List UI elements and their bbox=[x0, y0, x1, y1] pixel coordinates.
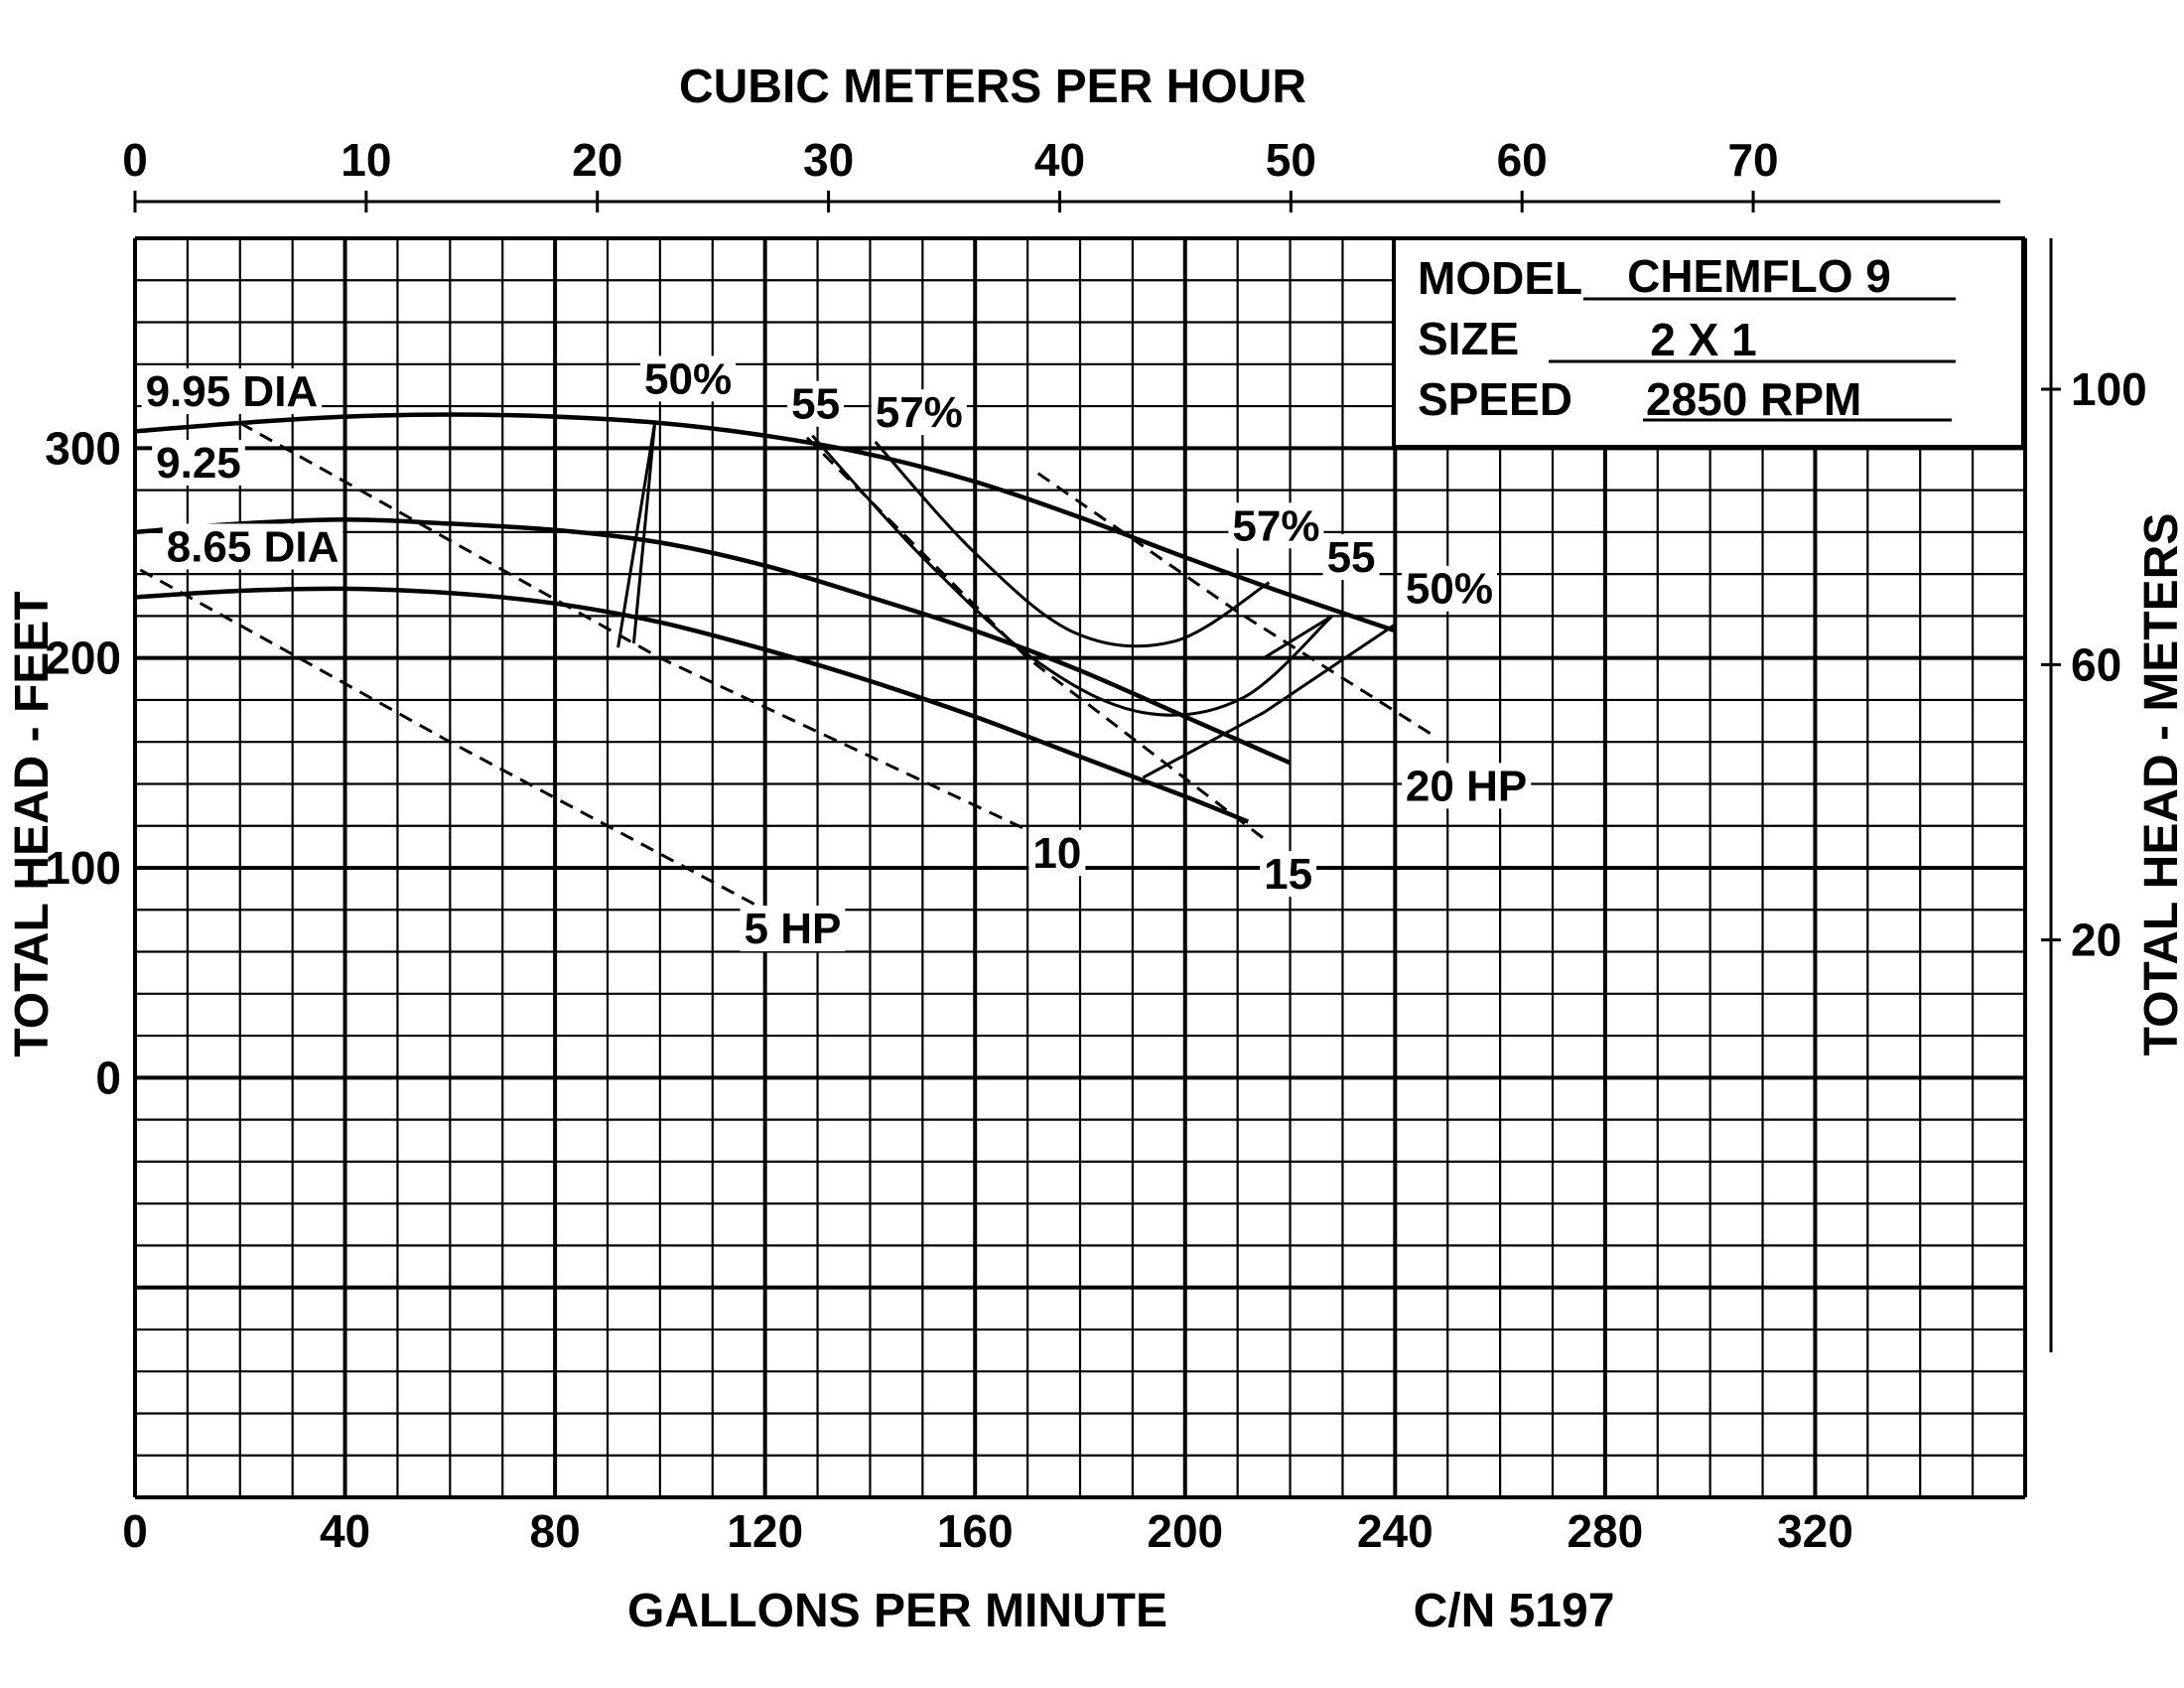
efficiency-curve bbox=[874, 440, 1271, 648]
label-eff-55-right: 55 bbox=[1327, 533, 1376, 582]
bottom-tick-label: 280 bbox=[1568, 1505, 1644, 1557]
model-value: CHEMFLO 9 bbox=[1627, 250, 1891, 302]
efficiency-curve bbox=[811, 434, 1333, 717]
bottom-tick-label: 320 bbox=[1777, 1505, 1853, 1557]
top-tick-label: 0 bbox=[122, 134, 148, 186]
label-eff-57-left: 57% bbox=[876, 388, 963, 437]
right-tick-label: 60 bbox=[2071, 638, 2121, 690]
label-5-hp-background bbox=[740, 906, 846, 952]
efficiency-curve bbox=[616, 422, 657, 648]
bottom-tick-label: 240 bbox=[1357, 1505, 1433, 1557]
label-eff-55-left-background bbox=[787, 380, 845, 427]
label-eff-50-right: 50% bbox=[1406, 565, 1493, 614]
label-eff-50-left: 50% bbox=[644, 354, 732, 403]
left-tick-label: 200 bbox=[45, 633, 121, 684]
label-eff-57-left-background bbox=[871, 389, 967, 436]
label-15-hp: 15 bbox=[1264, 850, 1312, 899]
bottom-tick-label: 0 bbox=[122, 1505, 148, 1557]
left-tick-label: 300 bbox=[45, 422, 121, 474]
label-8-65-dia-background bbox=[162, 523, 343, 570]
info-box-frame bbox=[1392, 236, 2025, 449]
bottom-tick-label: 80 bbox=[530, 1505, 581, 1557]
top-axis-title: CUBIC METERS PER HOUR bbox=[679, 61, 1306, 113]
left-axis-ticks: 300 200 100 0 bbox=[45, 422, 121, 1103]
info-box: MODEL CHEMFLO 9 SIZE 2 X 1 SPEED 2850 RP… bbox=[1392, 236, 2025, 449]
top-tick-label: 70 bbox=[1727, 134, 1778, 186]
label-eff-55-left: 55 bbox=[791, 380, 840, 429]
top-tick-label: 10 bbox=[341, 134, 391, 186]
label-10-hp-background bbox=[1028, 830, 1086, 876]
right-tick-label: 100 bbox=[2071, 363, 2147, 415]
head-curve bbox=[134, 516, 1292, 766]
power-curve bbox=[139, 568, 766, 912]
label-5-hp: 5 HP bbox=[745, 905, 842, 953]
label-9-25: 9.25 bbox=[156, 439, 241, 488]
label-9-25-background bbox=[152, 439, 245, 486]
label-eff-50-left-background bbox=[640, 355, 737, 402]
right-axis-title: TOTAL HEAD - METERS bbox=[2135, 513, 2184, 1056]
head-curve bbox=[134, 412, 1397, 633]
bottom-tick-label: 40 bbox=[320, 1505, 370, 1557]
efficiency-curve bbox=[1263, 615, 1333, 659]
speed-value: 2850 RPM bbox=[1646, 373, 1861, 425]
power-curve bbox=[805, 436, 1271, 844]
top-tick-label: 60 bbox=[1497, 134, 1548, 186]
bottom-axis-ticks: 0 40 80 120 160 200 240 280 320 bbox=[122, 1505, 1853, 1557]
label-15-hp-background bbox=[1260, 851, 1317, 898]
left-tick-label: 100 bbox=[45, 842, 121, 894]
label-9-95-dia-background bbox=[141, 368, 323, 415]
label-eff-50-right-background bbox=[1401, 565, 1497, 612]
label-10-hp: 10 bbox=[1032, 829, 1081, 878]
size-label: SIZE bbox=[1418, 313, 1519, 364]
chart-curves bbox=[134, 412, 1438, 912]
label-20-hp-background bbox=[1401, 763, 1532, 809]
power-curve bbox=[239, 421, 1028, 832]
right-axis-ticks: 100 60 20 bbox=[2041, 363, 2147, 966]
bottom-tick-label: 120 bbox=[727, 1505, 803, 1557]
right-tick-label: 20 bbox=[2071, 914, 2121, 966]
top-axis-ticks: 0 10 20 30 40 50 60 70 bbox=[122, 134, 1779, 212]
top-tick-label: 50 bbox=[1266, 134, 1316, 186]
left-tick-label: 0 bbox=[95, 1052, 121, 1103]
catalog-number: C/N 5197 bbox=[1414, 1585, 1615, 1637]
size-value: 2 X 1 bbox=[1650, 314, 1756, 365]
bottom-tick-label: 160 bbox=[937, 1505, 1014, 1557]
top-tick-label: 20 bbox=[572, 134, 622, 186]
left-axis-title: TOTAL HEAD - FEET bbox=[6, 591, 59, 1056]
label-eff-57-right: 57% bbox=[1232, 501, 1319, 550]
top-tick-label: 40 bbox=[1034, 134, 1085, 186]
speed-label: SPEED bbox=[1418, 373, 1572, 425]
label-8-65-dia: 8.65 DIA bbox=[167, 522, 340, 571]
head-curve bbox=[134, 586, 1250, 824]
label-eff-55-right-background bbox=[1322, 534, 1380, 581]
efficiency-curve bbox=[1142, 623, 1397, 779]
bottom-tick-label: 200 bbox=[1147, 1505, 1223, 1557]
model-label: MODEL bbox=[1418, 252, 1582, 304]
bottom-axis-title: GALLONS PER MINUTE bbox=[627, 1585, 1167, 1637]
label-9-95-dia: 9.95 DIA bbox=[146, 367, 319, 416]
label-20-hp: 20 HP bbox=[1406, 762, 1527, 810]
label-eff-57-right-background bbox=[1228, 502, 1324, 549]
power-curve bbox=[1036, 472, 1438, 740]
top-tick-label: 30 bbox=[803, 134, 854, 186]
